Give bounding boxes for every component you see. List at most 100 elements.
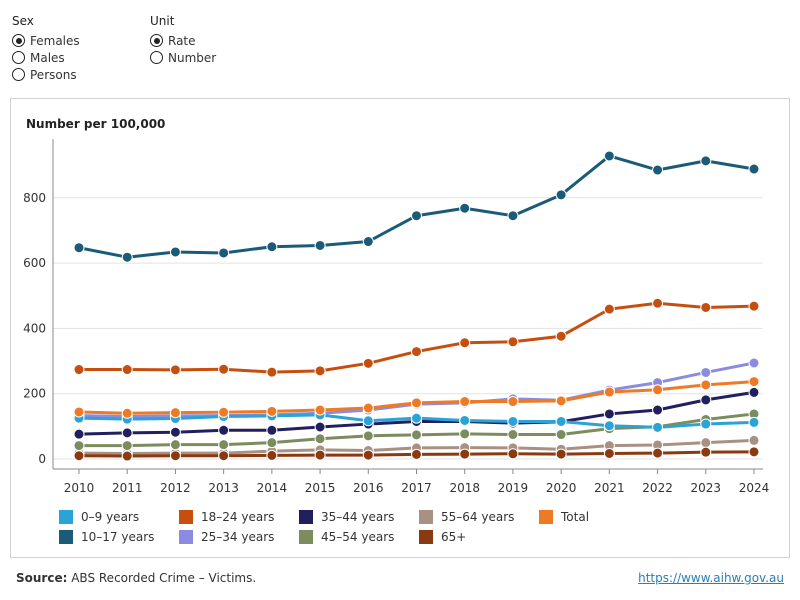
point-65plus-2013[interactable] bbox=[218, 450, 230, 462]
point-25-34-years-2024[interactable] bbox=[748, 357, 760, 369]
legend-swatch-total[interactable] bbox=[539, 510, 553, 524]
point-10-17-years-2010[interactable] bbox=[73, 242, 85, 254]
point-65plus-2022[interactable] bbox=[652, 447, 664, 459]
point-total-2012[interactable] bbox=[169, 407, 181, 419]
point-35-44-years-2010[interactable] bbox=[73, 428, 85, 440]
point-18-24-years-2011[interactable] bbox=[121, 364, 133, 376]
legend-swatch-18-24-years[interactable] bbox=[179, 510, 193, 524]
point-18-24-years-2024[interactable] bbox=[748, 300, 760, 312]
point-10-17-years-2017[interactable] bbox=[411, 210, 422, 222]
legend-label-25-34-years[interactable]: 25–34 years bbox=[201, 530, 274, 544]
point-0-9-years-2017[interactable] bbox=[411, 412, 422, 424]
point-total-2024[interactable] bbox=[748, 376, 760, 388]
point-10-17-years-2021[interactable] bbox=[603, 150, 615, 162]
point-total-2023[interactable] bbox=[700, 379, 712, 391]
point-35-44-years-2015[interactable] bbox=[314, 421, 326, 433]
point-45-54-years-2010[interactable] bbox=[73, 440, 85, 452]
point-18-24-years-2017[interactable] bbox=[411, 346, 422, 358]
point-18-24-years-2022[interactable] bbox=[652, 297, 664, 309]
point-0-9-years-2022[interactable] bbox=[652, 421, 664, 433]
legend-swatch-10-17-years[interactable] bbox=[59, 530, 73, 544]
point-65plus-2011[interactable] bbox=[121, 450, 133, 462]
radio-number[interactable]: Number bbox=[150, 49, 216, 66]
legend-label-35-44-years[interactable]: 35–44 years bbox=[321, 510, 394, 524]
point-35-44-years-2011[interactable] bbox=[121, 427, 133, 439]
point-65plus-2024[interactable] bbox=[748, 446, 760, 458]
point-total-2020[interactable] bbox=[555, 395, 567, 407]
radio-females-button[interactable] bbox=[12, 34, 25, 47]
radio-females[interactable]: Females bbox=[12, 32, 80, 49]
legend-label-45-54-years[interactable]: 45–54 years bbox=[321, 530, 394, 544]
point-45-54-years-2019[interactable] bbox=[507, 429, 519, 441]
point-18-24-years-2012[interactable] bbox=[169, 364, 181, 376]
point-65plus-2023[interactable] bbox=[700, 446, 712, 458]
point-18-24-years-2021[interactable] bbox=[603, 303, 615, 315]
point-65plus-2018[interactable] bbox=[459, 448, 471, 460]
point-total-2019[interactable] bbox=[507, 396, 519, 408]
point-35-44-years-2012[interactable] bbox=[169, 426, 181, 438]
radio-number-button[interactable] bbox=[150, 51, 163, 64]
legend-swatch-45-54-years[interactable] bbox=[299, 530, 313, 544]
radio-persons[interactable]: Persons bbox=[12, 66, 80, 83]
legend-label-55-64-years[interactable]: 55–64 years bbox=[441, 510, 514, 524]
point-55-64-years-2024[interactable] bbox=[748, 434, 760, 446]
point-45-54-years-2015[interactable] bbox=[314, 433, 326, 445]
point-45-54-years-2011[interactable] bbox=[121, 440, 133, 452]
point-10-17-years-2020[interactable] bbox=[555, 189, 567, 201]
point-18-24-years-2010[interactable] bbox=[73, 364, 85, 376]
point-45-54-years-2020[interactable] bbox=[555, 429, 567, 441]
point-18-24-years-2016[interactable] bbox=[362, 357, 374, 369]
point-35-44-years-2024[interactable] bbox=[748, 386, 760, 398]
point-0-9-years-2020[interactable] bbox=[555, 415, 567, 427]
legend-swatch-0-9-years[interactable] bbox=[59, 510, 73, 524]
point-35-44-years-2014[interactable] bbox=[266, 424, 278, 436]
point-10-17-years-2019[interactable] bbox=[507, 210, 519, 222]
point-total-2017[interactable] bbox=[411, 397, 422, 409]
point-65plus-2012[interactable] bbox=[169, 450, 181, 462]
point-18-24-years-2019[interactable] bbox=[507, 336, 519, 348]
point-0-9-years-2016[interactable] bbox=[362, 415, 374, 427]
legend-label-0-9-years[interactable]: 0–9 years bbox=[81, 510, 139, 524]
point-35-44-years-2022[interactable] bbox=[652, 404, 664, 416]
point-65plus-2017[interactable] bbox=[411, 448, 422, 460]
point-65plus-2021[interactable] bbox=[603, 447, 615, 459]
point-10-17-years-2016[interactable] bbox=[362, 236, 374, 248]
point-0-9-years-2021[interactable] bbox=[603, 420, 615, 432]
point-10-17-years-2018[interactable] bbox=[459, 202, 471, 214]
point-45-54-years-2016[interactable] bbox=[362, 430, 374, 442]
point-0-9-years-2024[interactable] bbox=[748, 416, 760, 428]
point-0-9-years-2018[interactable] bbox=[459, 414, 471, 426]
point-45-54-years-2017[interactable] bbox=[411, 429, 422, 441]
point-45-54-years-2012[interactable] bbox=[169, 439, 181, 451]
point-0-9-years-2023[interactable] bbox=[700, 418, 712, 430]
point-65plus-2010[interactable] bbox=[73, 450, 85, 462]
point-65plus-2019[interactable] bbox=[507, 448, 519, 460]
point-total-2015[interactable] bbox=[314, 404, 326, 416]
point-10-17-years-2014[interactable] bbox=[266, 241, 278, 253]
radio-persons-button[interactable] bbox=[12, 68, 25, 81]
point-45-54-years-2018[interactable] bbox=[459, 428, 471, 440]
radio-rate[interactable]: Rate bbox=[150, 32, 216, 49]
point-0-9-years-2019[interactable] bbox=[507, 415, 519, 427]
point-18-24-years-2018[interactable] bbox=[459, 337, 471, 349]
point-18-24-years-2014[interactable] bbox=[266, 366, 278, 378]
point-10-17-years-2023[interactable] bbox=[700, 155, 712, 167]
legend-label-10-17-years[interactable]: 10–17 years bbox=[81, 530, 154, 544]
point-55-64-years-2023[interactable] bbox=[700, 437, 712, 449]
point-total-2013[interactable] bbox=[218, 406, 230, 418]
point-65plus-2014[interactable] bbox=[266, 449, 278, 461]
legend-label-18-24-years[interactable]: 18–24 years bbox=[201, 510, 274, 524]
point-total-2010[interactable] bbox=[73, 406, 85, 418]
point-18-24-years-2020[interactable] bbox=[555, 330, 567, 342]
point-10-17-years-2011[interactable] bbox=[121, 251, 133, 263]
point-25-34-years-2023[interactable] bbox=[700, 366, 712, 378]
radio-males[interactable]: Males bbox=[12, 49, 80, 66]
point-45-54-years-2013[interactable] bbox=[218, 439, 230, 451]
point-35-44-years-2013[interactable] bbox=[218, 424, 230, 436]
legend-swatch-65plus[interactable] bbox=[419, 530, 433, 544]
legend-label-65plus[interactable]: 65+ bbox=[441, 530, 466, 544]
point-total-2022[interactable] bbox=[652, 384, 664, 396]
point-18-24-years-2023[interactable] bbox=[700, 301, 712, 313]
point-45-54-years-2014[interactable] bbox=[266, 437, 278, 449]
legend-swatch-55-64-years[interactable] bbox=[419, 510, 433, 524]
